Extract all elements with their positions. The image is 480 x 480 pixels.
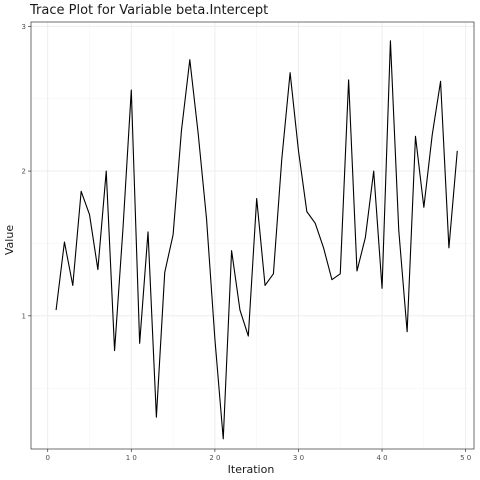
y-axis-title: Value: [3, 225, 16, 255]
y-axis: 1 2 3: [22, 23, 31, 320]
x-tick-label: 1 0: [126, 454, 137, 462]
x-tick-label: 4 0: [376, 454, 387, 462]
y-tick-label: 3: [22, 23, 26, 31]
x-tick-label: 2 0: [209, 454, 220, 462]
x-axis: 0 1 0 2 0 3 0 4 0 5 0: [45, 449, 471, 462]
y-tick-label: 1: [22, 312, 26, 320]
x-tick-label: 5 0: [460, 454, 471, 462]
panel-border: [30, 21, 475, 450]
x-axis-title: Iteration: [228, 463, 275, 476]
y-tick-label: 2: [22, 168, 26, 176]
x-tick-label: 3 0: [293, 454, 304, 462]
grid: [31, 22, 474, 449]
trace-series-line: [55, 40, 458, 440]
x-tick-label: 0: [45, 454, 49, 462]
chart-title: Trace Plot for Variable beta.Intercept: [29, 3, 268, 18]
